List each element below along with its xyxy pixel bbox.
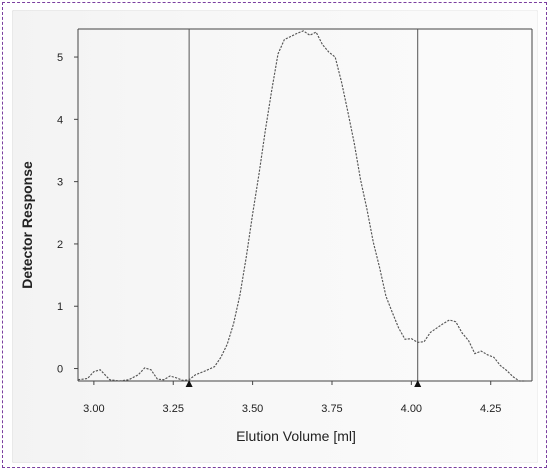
x-tick-label: 4.25: [480, 403, 501, 415]
y-ticks: 0 1 2 3 4 5: [57, 52, 78, 376]
x-axis-label: Elution Volume [ml]: [236, 428, 356, 444]
y-tick-label: 1: [57, 301, 63, 313]
y-tick-label: 4: [57, 114, 63, 126]
y-tick-label: 2: [57, 239, 63, 251]
x-tick-label: 3.75: [321, 403, 342, 415]
fraction-markers: [185, 29, 422, 387]
x-tick-label: 4.00: [401, 403, 422, 415]
x-tick-label: 3.25: [163, 403, 184, 415]
y-tick-label: 3: [57, 177, 63, 189]
plot-area: [77, 28, 533, 382]
x-ticks: 3.00 3.25 3.50 3.75 4.00 4.25: [83, 381, 501, 415]
x-tick-label: 3.00: [83, 403, 104, 415]
scanned-chart-background: [12, 10, 538, 463]
y-tick-label: 0: [57, 364, 63, 376]
fraction-marker-triangle: [414, 380, 422, 387]
elution-trace: [77, 30, 526, 382]
y-tick-label: 5: [57, 52, 63, 64]
fraction-marker-triangle: [185, 380, 193, 387]
y-axis-label: Detector Response: [19, 161, 35, 289]
x-tick-label: 3.50: [242, 403, 263, 415]
